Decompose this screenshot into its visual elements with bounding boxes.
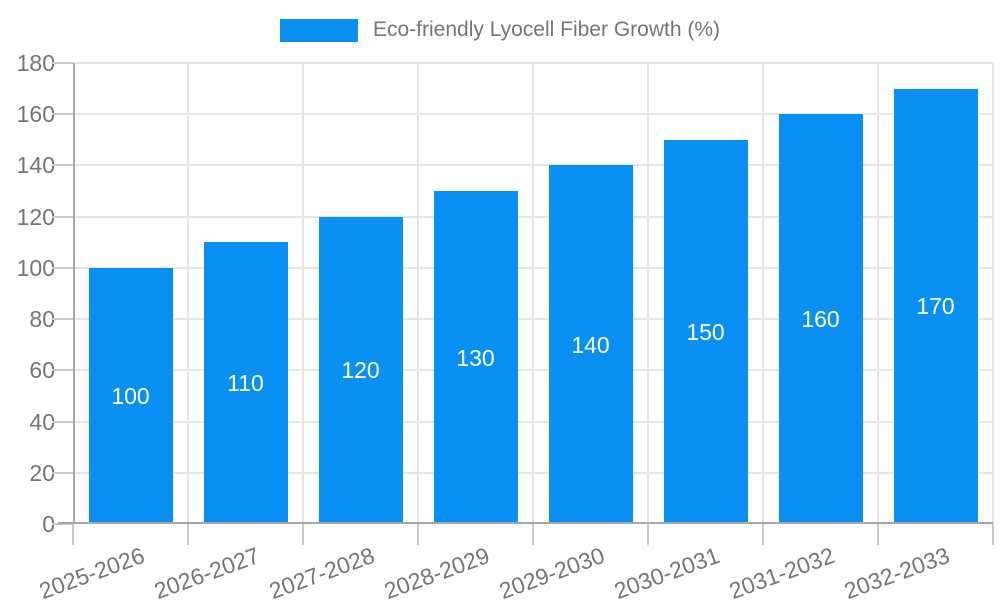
gridline-vertical [187, 63, 189, 524]
x-axis-tick [187, 524, 189, 545]
bar-value-label: 160 [801, 306, 840, 333]
y-axis-tick [52, 215, 73, 218]
gridline-vertical [762, 63, 764, 524]
legend[interactable]: Eco-friendly Lyocell Fiber Growth (%) [0, 18, 1000, 42]
x-tick-label: 2027-2028 [265, 542, 378, 600]
bar[interactable] [548, 165, 633, 524]
plot-area: 100 110 120 130 140 150 160 170 [52, 62, 994, 545]
y-tick-label: 20 [29, 459, 55, 486]
y-tick-label: 40 [29, 408, 55, 435]
x-axis-tick [992, 524, 994, 545]
x-axis-tick [417, 524, 419, 545]
x-tick-label: 2030-2031 [610, 542, 723, 600]
y-tick-label: 0 [42, 511, 55, 537]
bar-value-label: 100 [111, 382, 150, 409]
gridline-vertical [992, 63, 994, 524]
bar[interactable] [893, 88, 978, 524]
y-tick-label: 100 [16, 254, 55, 281]
bar[interactable] [203, 242, 288, 524]
x-tick-label: 2031-2032 [725, 542, 838, 600]
x-axis-tick [877, 524, 879, 545]
gridline-vertical [532, 63, 534, 524]
bar[interactable] [778, 114, 863, 524]
x-tick-label: 2025-2026 [35, 542, 148, 600]
x-tick-label: 2026-2027 [150, 542, 263, 600]
bar-value-label: 120 [341, 357, 380, 384]
y-axis-tick [52, 523, 73, 525]
x-axis-tick [647, 524, 649, 545]
y-tick-label: 180 [16, 50, 55, 76]
y-tick-label: 140 [16, 152, 55, 179]
y-tick-label: 80 [29, 306, 55, 333]
bar-value-label: 170 [916, 293, 955, 320]
x-axis-tick [532, 524, 534, 545]
legend-swatch-icon [280, 18, 358, 42]
bar-value-label: 130 [456, 344, 495, 371]
bar-value-label: 150 [686, 318, 725, 345]
y-axis-tick [52, 113, 73, 116]
y-axis-tick [52, 471, 73, 474]
gridline-vertical [877, 63, 879, 524]
y-tick-label: 120 [16, 203, 55, 230]
x-tick-label: 2028-2029 [380, 542, 493, 600]
y-axis-tick [52, 266, 73, 269]
y-axis-tick [52, 62, 73, 64]
x-tick-label: 2029-2030 [495, 542, 608, 600]
bar-value-label: 110 [227, 370, 264, 397]
y-tick-label: 160 [16, 101, 55, 128]
gridline-vertical [302, 63, 304, 524]
y-tick-label: 60 [29, 357, 55, 384]
y-axis-tick [52, 369, 73, 372]
bar[interactable] [88, 267, 173, 524]
y-axis-tick [52, 164, 73, 167]
y-axis-labels: 0 20 40 60 80 100 120 140 160 180 [0, 50, 55, 537]
y-axis-tick [52, 420, 73, 423]
bar[interactable] [318, 216, 403, 524]
gridline-vertical [417, 63, 419, 524]
x-axis-tick [302, 524, 304, 545]
x-axis-line [58, 522, 993, 524]
y-axis-line [73, 63, 75, 524]
legend-label: Eco-friendly Lyocell Fiber Growth (%) [373, 18, 720, 41]
bar[interactable] [433, 191, 518, 524]
gridline-vertical [647, 63, 649, 524]
y-axis-tick [52, 318, 73, 321]
x-axis-tick [72, 524, 74, 545]
bar[interactable] [663, 139, 748, 524]
x-tick-label: 2032-2033 [840, 542, 953, 600]
bar-value-label: 140 [571, 331, 610, 358]
x-axis-tick [762, 524, 764, 545]
